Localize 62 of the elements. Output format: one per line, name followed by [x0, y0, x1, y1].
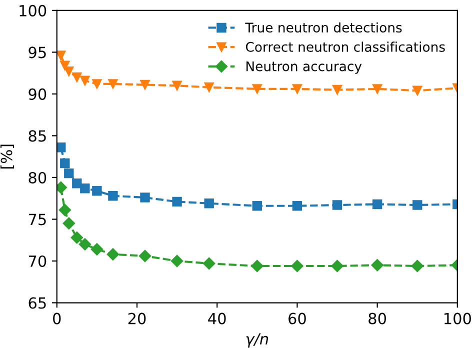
x-axis-title: γ/n: [246, 333, 268, 348]
x-tick-label: 80: [368, 312, 386, 324]
point: [252, 201, 262, 211]
point: [204, 82, 214, 92]
y-axis-title: [%]: [0, 144, 14, 169]
point: [78, 238, 92, 250]
legend-label: True neutron detections: [245, 22, 402, 33]
point: [60, 158, 70, 168]
y-tick-label: 75: [28, 214, 46, 226]
point: [106, 248, 120, 260]
point: [58, 204, 71, 216]
point: [172, 196, 182, 207]
point: [64, 168, 74, 178]
legend-label: Neutron accuracy: [246, 61, 362, 74]
point: [202, 257, 216, 270]
point: [92, 79, 102, 89]
point: [291, 260, 304, 272]
point: [204, 198, 214, 208]
x-tick-label: 40: [208, 312, 226, 324]
y-tick-label: 70: [28, 255, 46, 268]
point: [90, 243, 104, 256]
point: [80, 183, 90, 194]
y-tick-label: 90: [28, 88, 46, 100]
point: [62, 217, 75, 230]
point: [92, 186, 102, 196]
point: [292, 84, 302, 94]
y-tick-label: 85: [28, 130, 46, 142]
point: [56, 142, 66, 152]
point: [332, 84, 342, 95]
x-tick-label: 60: [288, 312, 306, 324]
point: [64, 66, 74, 76]
point: [138, 250, 152, 262]
point: [80, 76, 90, 86]
point: [140, 80, 150, 90]
point: [108, 190, 118, 201]
y-tick-label: 80: [28, 172, 46, 184]
point: [252, 84, 262, 94]
point: [331, 260, 344, 272]
point: [72, 72, 82, 82]
point: [332, 200, 342, 210]
point: [251, 260, 264, 272]
point: [108, 79, 118, 89]
point: [412, 86, 422, 96]
point: [140, 192, 150, 202]
point: [292, 201, 302, 211]
point: [412, 200, 422, 210]
point: [172, 80, 182, 90]
point: [411, 260, 424, 272]
point: [372, 84, 382, 94]
point: [70, 232, 84, 244]
y-tick-label: 100: [20, 4, 46, 16]
x-tick-label: 20: [128, 312, 146, 324]
point: [371, 259, 384, 272]
point: [170, 254, 184, 268]
x-tick-label: 0: [53, 312, 61, 324]
point: [72, 178, 82, 188]
point: [56, 50, 66, 60]
y-tick-label: 95: [28, 46, 46, 58]
x-tick-label: 100: [444, 312, 471, 324]
point: [372, 199, 382, 210]
y-tick-label: 65: [28, 297, 46, 309]
legend-label: Correct neutron classifications: [246, 42, 445, 52]
